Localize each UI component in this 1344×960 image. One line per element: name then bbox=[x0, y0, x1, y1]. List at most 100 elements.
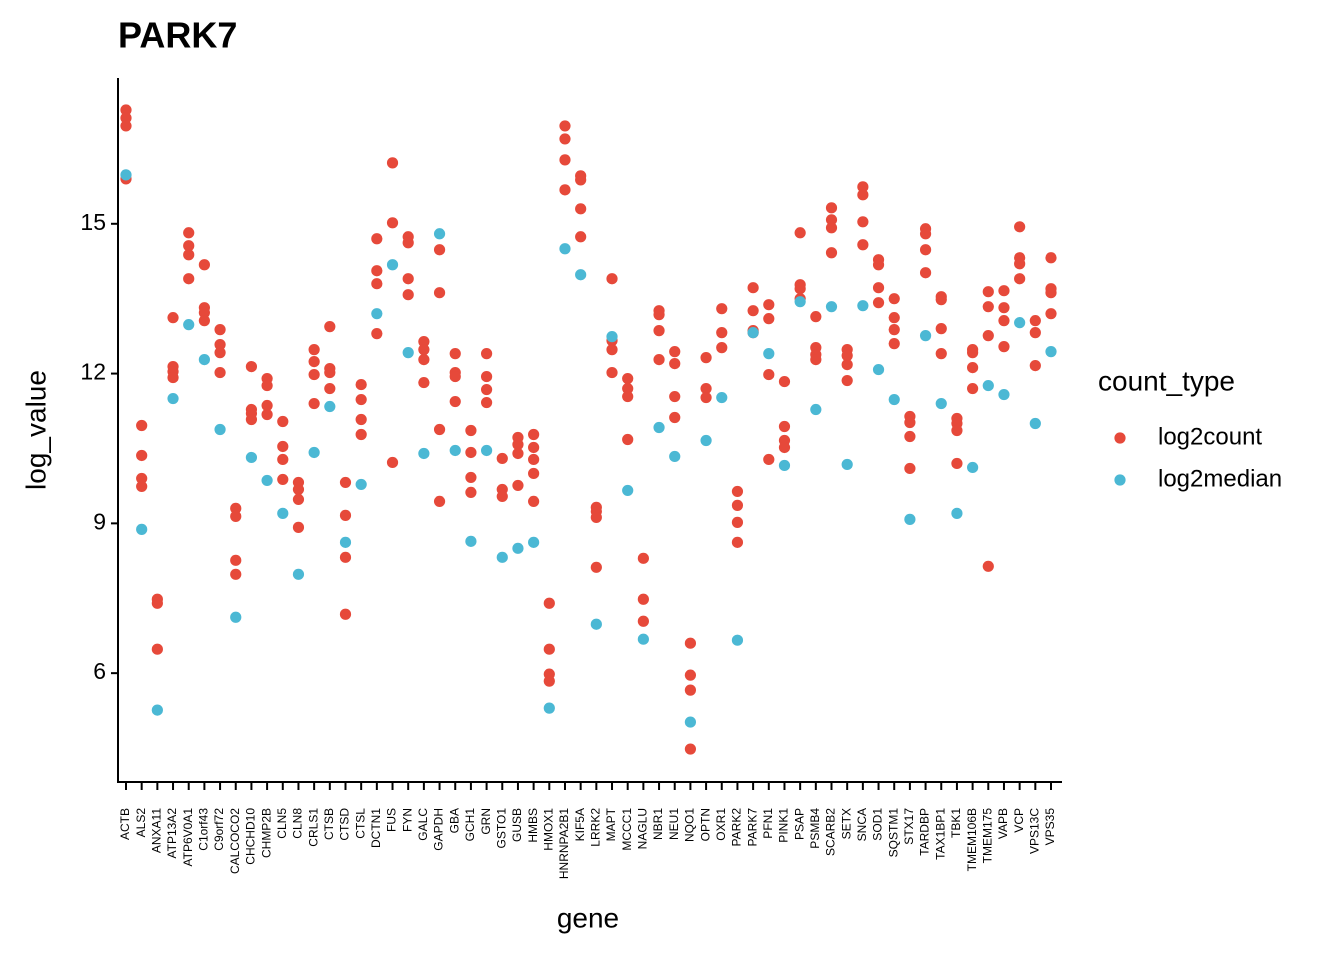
point bbox=[418, 354, 430, 366]
point bbox=[669, 411, 681, 424]
point bbox=[418, 376, 430, 389]
point bbox=[606, 366, 618, 379]
point bbox=[449, 370, 461, 383]
point bbox=[637, 552, 649, 564]
point bbox=[731, 485, 744, 498]
point bbox=[292, 568, 305, 580]
point bbox=[465, 424, 477, 437]
point bbox=[747, 282, 759, 294]
point bbox=[480, 370, 493, 383]
point bbox=[622, 382, 634, 395]
point bbox=[214, 366, 226, 379]
x-tick-label: ATP6V0A1 bbox=[181, 808, 195, 867]
point bbox=[684, 684, 697, 696]
x-tick-label: ATP13A2 bbox=[165, 808, 179, 859]
point bbox=[230, 502, 242, 514]
point bbox=[967, 361, 979, 374]
point bbox=[857, 189, 869, 201]
point bbox=[183, 319, 195, 331]
x-tick-label: PSAP bbox=[792, 808, 806, 840]
y-tick-label: 15 bbox=[80, 209, 106, 235]
point bbox=[778, 375, 791, 388]
point bbox=[1045, 252, 1057, 264]
point bbox=[433, 244, 446, 256]
point bbox=[277, 473, 289, 486]
point bbox=[433, 423, 446, 436]
point bbox=[120, 112, 132, 124]
point bbox=[449, 395, 461, 408]
point bbox=[919, 228, 932, 240]
point bbox=[512, 438, 524, 451]
chart-title: PARK7 bbox=[118, 15, 237, 56]
point bbox=[825, 247, 838, 259]
point bbox=[669, 450, 681, 463]
point bbox=[433, 228, 446, 240]
legend-marker bbox=[1114, 474, 1126, 486]
point bbox=[1029, 417, 1041, 430]
point bbox=[198, 315, 210, 327]
point bbox=[528, 495, 540, 507]
point bbox=[653, 309, 665, 321]
point bbox=[747, 305, 759, 317]
point bbox=[261, 408, 273, 421]
x-tick-label: NQO1 bbox=[683, 808, 697, 842]
point bbox=[386, 259, 399, 271]
point bbox=[982, 560, 994, 572]
x-tick-label: OPTN bbox=[698, 808, 712, 841]
point bbox=[590, 561, 602, 573]
x-tick-label: SQSTM1 bbox=[886, 808, 900, 858]
point bbox=[292, 493, 305, 506]
point bbox=[418, 344, 430, 356]
x-tick-label: NAGLU bbox=[636, 808, 650, 849]
point bbox=[308, 397, 320, 410]
point bbox=[810, 354, 822, 366]
x-tick-label: NEU1 bbox=[667, 808, 681, 840]
point bbox=[778, 441, 791, 454]
point bbox=[386, 456, 399, 469]
point bbox=[919, 330, 932, 342]
point bbox=[559, 133, 571, 145]
point bbox=[339, 608, 352, 620]
point bbox=[684, 716, 697, 728]
point bbox=[998, 388, 1010, 401]
point bbox=[230, 510, 242, 522]
point bbox=[230, 554, 242, 566]
point bbox=[386, 157, 399, 169]
point bbox=[183, 249, 195, 261]
point bbox=[888, 393, 900, 406]
point bbox=[277, 415, 289, 428]
point bbox=[512, 479, 524, 492]
point bbox=[1014, 273, 1026, 285]
point bbox=[998, 302, 1010, 314]
x-tick-label: VCP bbox=[1012, 808, 1026, 833]
point bbox=[355, 378, 367, 391]
point bbox=[277, 453, 289, 466]
y-tick-label: 6 bbox=[93, 658, 106, 684]
point bbox=[606, 331, 618, 343]
point bbox=[872, 259, 885, 271]
point bbox=[559, 154, 571, 166]
point bbox=[198, 354, 210, 366]
x-tick-label: GUSB bbox=[510, 808, 524, 842]
x-tick-label: CHCHD10 bbox=[244, 808, 258, 865]
point bbox=[355, 428, 367, 441]
point bbox=[292, 483, 305, 496]
point bbox=[183, 227, 195, 239]
point bbox=[120, 104, 132, 116]
point bbox=[763, 299, 775, 311]
x-tick-label: C1orf43 bbox=[197, 808, 211, 851]
point bbox=[904, 462, 916, 475]
point bbox=[183, 273, 195, 285]
x-tick-label: CALCOCO2 bbox=[228, 808, 242, 874]
y-tick-label: 12 bbox=[80, 359, 106, 385]
point bbox=[245, 360, 258, 373]
y-tick-label: 9 bbox=[93, 508, 106, 534]
x-tick-label: ACTB bbox=[118, 808, 132, 840]
point bbox=[684, 743, 697, 755]
x-tick-label: CTSD bbox=[338, 808, 352, 841]
point bbox=[904, 513, 916, 525]
point bbox=[496, 452, 508, 465]
point bbox=[935, 397, 947, 410]
point bbox=[825, 214, 838, 226]
point bbox=[794, 227, 806, 239]
